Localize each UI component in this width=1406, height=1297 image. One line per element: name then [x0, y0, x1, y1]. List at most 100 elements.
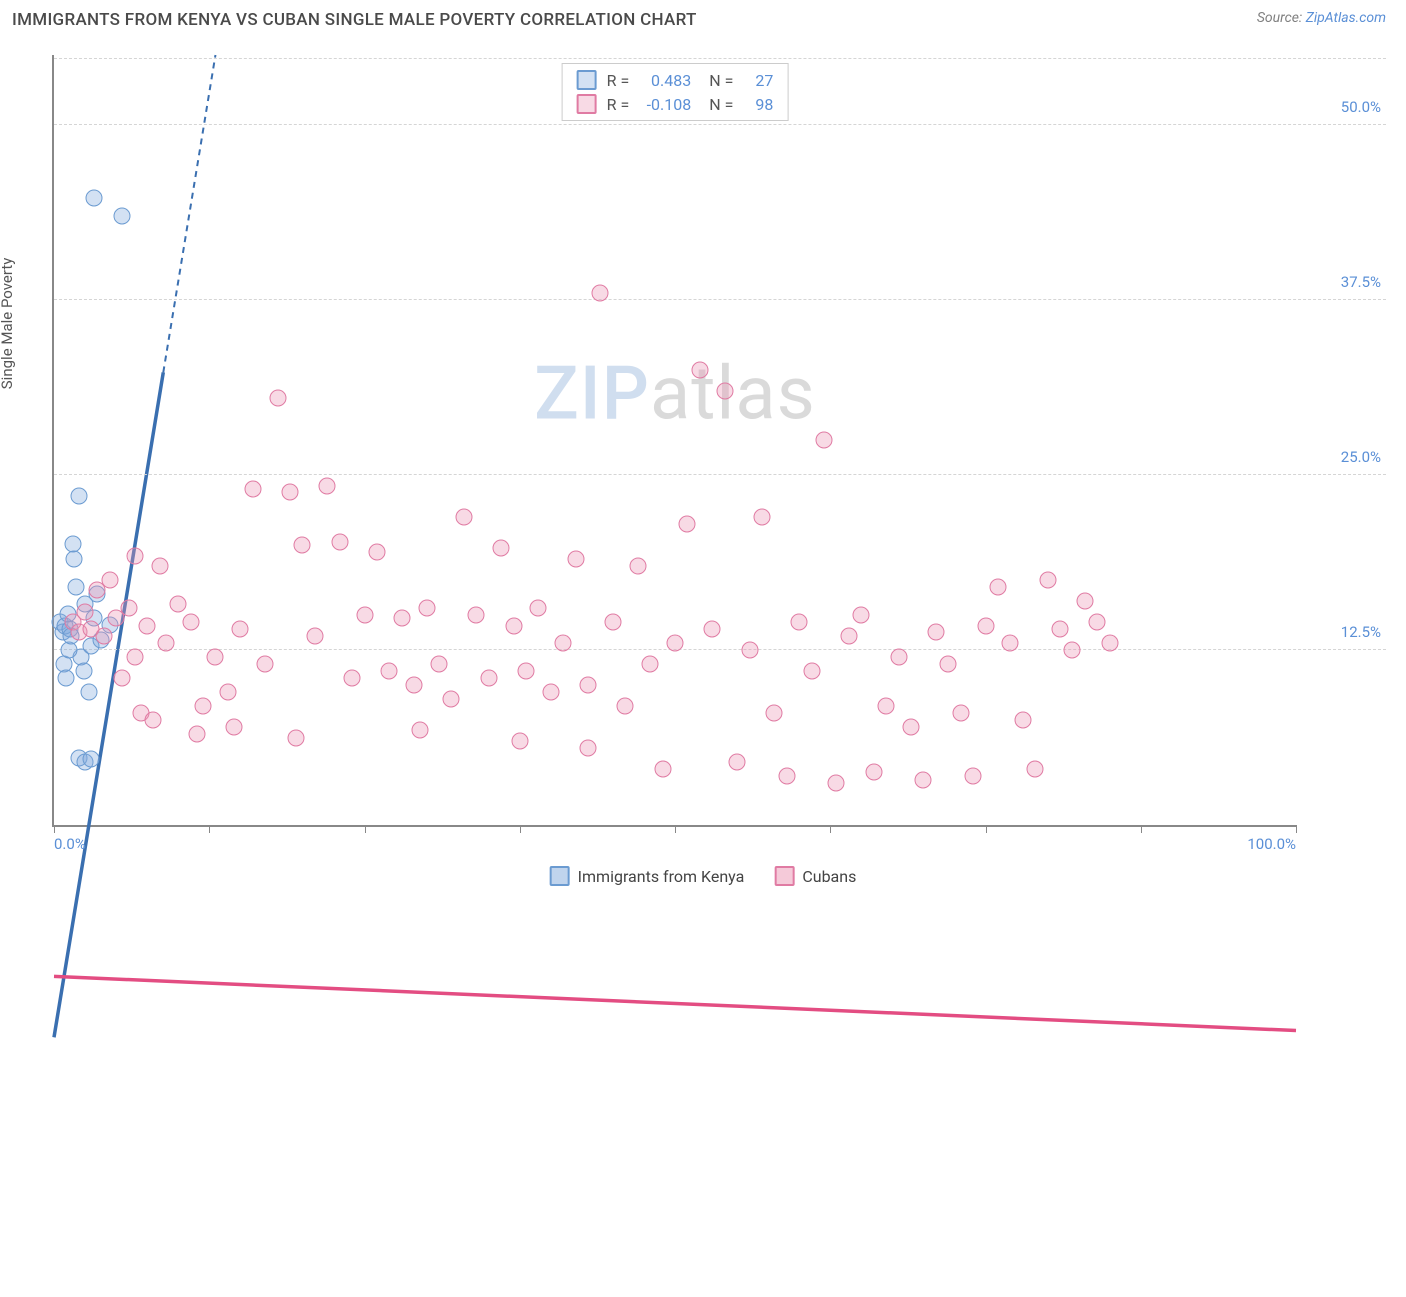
legend-swatch: [550, 866, 570, 886]
data-point: [915, 772, 932, 789]
y-axis-label: Single Male Poverty: [0, 258, 16, 390]
x-tick: [830, 825, 831, 833]
chart-container: Single Male Poverty ZIPatlas R =0.483N =…: [12, 45, 1386, 847]
data-point: [83, 751, 100, 768]
data-point: [182, 614, 199, 631]
data-point: [114, 670, 131, 687]
data-point: [890, 649, 907, 666]
gridline: [54, 299, 1386, 300]
x-tick: [1296, 825, 1297, 833]
stats-row: R =-0.108N =98: [577, 92, 774, 116]
data-point: [1052, 621, 1069, 638]
y-tick-label: 12.5%: [1341, 623, 1381, 641]
data-point: [269, 390, 286, 407]
data-point: [120, 600, 137, 617]
x-tick: [365, 825, 366, 833]
data-point: [257, 656, 274, 673]
data-point: [940, 656, 957, 673]
data-point: [604, 614, 621, 631]
data-point: [530, 600, 547, 617]
x-tick: [675, 825, 676, 833]
data-point: [1027, 761, 1044, 778]
data-point: [555, 635, 572, 652]
y-tick-label: 37.5%: [1341, 273, 1381, 291]
data-point: [126, 649, 143, 666]
gridline: [54, 124, 1386, 125]
chart-title: IMMIGRANTS FROM KENYA VS CUBAN SINGLE MA…: [12, 10, 697, 30]
data-point: [729, 754, 746, 771]
data-point: [281, 483, 298, 500]
data-point: [95, 628, 112, 645]
x-tick: [54, 825, 55, 833]
x-tick: [520, 825, 521, 833]
data-point: [288, 730, 305, 747]
data-point: [418, 600, 435, 617]
data-point: [207, 649, 224, 666]
data-point: [629, 558, 646, 575]
data-point: [226, 719, 243, 736]
data-point: [1064, 642, 1081, 659]
data-point: [331, 534, 348, 551]
data-point: [592, 285, 609, 302]
watermark-text: ZIPatlas: [534, 350, 816, 437]
data-point: [145, 712, 162, 729]
data-point: [691, 362, 708, 379]
n-value: 98: [743, 95, 773, 114]
data-point: [170, 595, 187, 612]
data-point: [344, 670, 361, 687]
n-label: N =: [709, 71, 733, 90]
data-point: [1002, 635, 1019, 652]
data-point: [580, 677, 597, 694]
source-link[interactable]: ZipAtlas.com: [1306, 10, 1386, 26]
r-label: R =: [607, 95, 630, 114]
data-point: [517, 663, 534, 680]
data-point: [965, 768, 982, 785]
data-point: [642, 656, 659, 673]
data-point: [70, 488, 87, 505]
data-point: [101, 572, 118, 589]
data-point: [319, 478, 336, 495]
data-point: [195, 698, 212, 715]
data-point: [368, 544, 385, 561]
data-point: [803, 663, 820, 680]
data-point: [80, 684, 97, 701]
data-point: [977, 618, 994, 635]
data-point: [511, 733, 528, 750]
data-point: [188, 726, 205, 743]
data-point: [1039, 572, 1056, 589]
data-point: [77, 604, 94, 621]
source-prefix: Source:: [1257, 10, 1306, 26]
r-value: -0.108: [639, 95, 691, 114]
data-point: [828, 775, 845, 792]
data-point: [927, 623, 944, 640]
data-point: [493, 539, 510, 556]
legend-item: Immigrants from Kenya: [550, 866, 745, 886]
data-point: [617, 698, 634, 715]
source-attribution: Source: ZipAtlas.com: [1257, 10, 1386, 26]
data-point: [654, 761, 671, 778]
stats-row: R =0.483N =27: [577, 68, 774, 92]
y-tick-label: 50.0%: [1341, 98, 1381, 116]
r-label: R =: [607, 71, 630, 90]
data-point: [468, 607, 485, 624]
series-swatch: [577, 94, 597, 114]
data-point: [381, 663, 398, 680]
data-point: [151, 558, 168, 575]
data-point: [58, 670, 75, 687]
chart-legend: Immigrants from KenyaCubans: [550, 866, 857, 886]
data-point: [667, 635, 684, 652]
n-value: 27: [743, 71, 773, 90]
data-point: [542, 684, 559, 701]
legend-swatch: [774, 866, 794, 886]
data-point: [65, 551, 82, 568]
data-point: [791, 614, 808, 631]
data-point: [853, 607, 870, 624]
data-point: [68, 579, 85, 596]
data-point: [139, 618, 156, 635]
data-point: [412, 721, 429, 738]
data-point: [878, 698, 895, 715]
scatter-plot-area: ZIPatlas R =0.483N =27R =-0.108N =98 12.…: [52, 55, 1296, 827]
series-swatch: [577, 70, 597, 90]
correlation-stats-box: R =0.483N =27R =-0.108N =98: [562, 63, 789, 121]
data-point: [219, 684, 236, 701]
